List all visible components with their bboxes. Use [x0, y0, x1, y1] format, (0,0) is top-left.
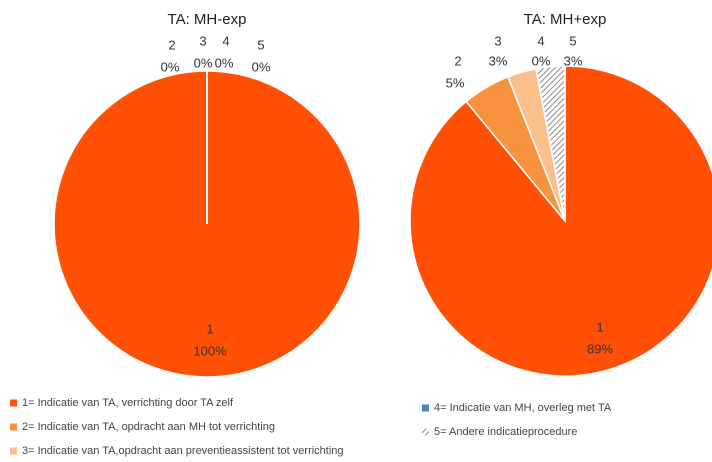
category-label: 4 [222, 33, 229, 48]
value-label: 0% [161, 59, 180, 74]
legend-label: 2= Indicatie van TA, opdracht aan MH tot… [22, 421, 275, 433]
category-label: 4 [537, 33, 544, 48]
value-label: 3% [489, 53, 508, 68]
value-label: 0% [532, 53, 551, 68]
pie-slice [535, 65, 566, 222]
legend-swatch [422, 428, 429, 436]
value-label: 5% [446, 75, 465, 90]
legend-swatch [10, 399, 17, 407]
value-label: 0% [252, 59, 271, 74]
legend-swatch [10, 447, 17, 455]
category-label: 3 [199, 33, 206, 48]
chart-title: TA: MH-exp [168, 11, 247, 28]
category-label: 2 [168, 37, 175, 52]
category-label: 1 [596, 319, 603, 334]
value-label: 89% [587, 341, 613, 356]
category-label: 2 [454, 53, 461, 68]
chart-title: TA: MH+exp [524, 11, 607, 28]
legend-label: 5= Andere indicatieprocedure [434, 426, 577, 438]
legend-swatch [422, 404, 429, 412]
value-label: 0% [215, 55, 234, 70]
value-label: 3% [564, 53, 583, 68]
category-label: 1 [206, 321, 213, 336]
category-label: 3 [494, 33, 501, 48]
pie-slice [409, 65, 712, 377]
value-label: 100% [193, 343, 227, 358]
legend-label: 3= Indicatie van TA,opdracht aan prevent… [22, 445, 344, 457]
value-label: 0% [194, 55, 213, 70]
legend-label: 1= Indicatie van TA, verrichting door TA… [22, 397, 234, 409]
legend-swatch [10, 423, 17, 431]
category-label: 5 [257, 37, 264, 52]
legend-label: 4= Indicatie van MH, overleg met TA [434, 402, 612, 414]
category-label: 5 [569, 33, 576, 48]
